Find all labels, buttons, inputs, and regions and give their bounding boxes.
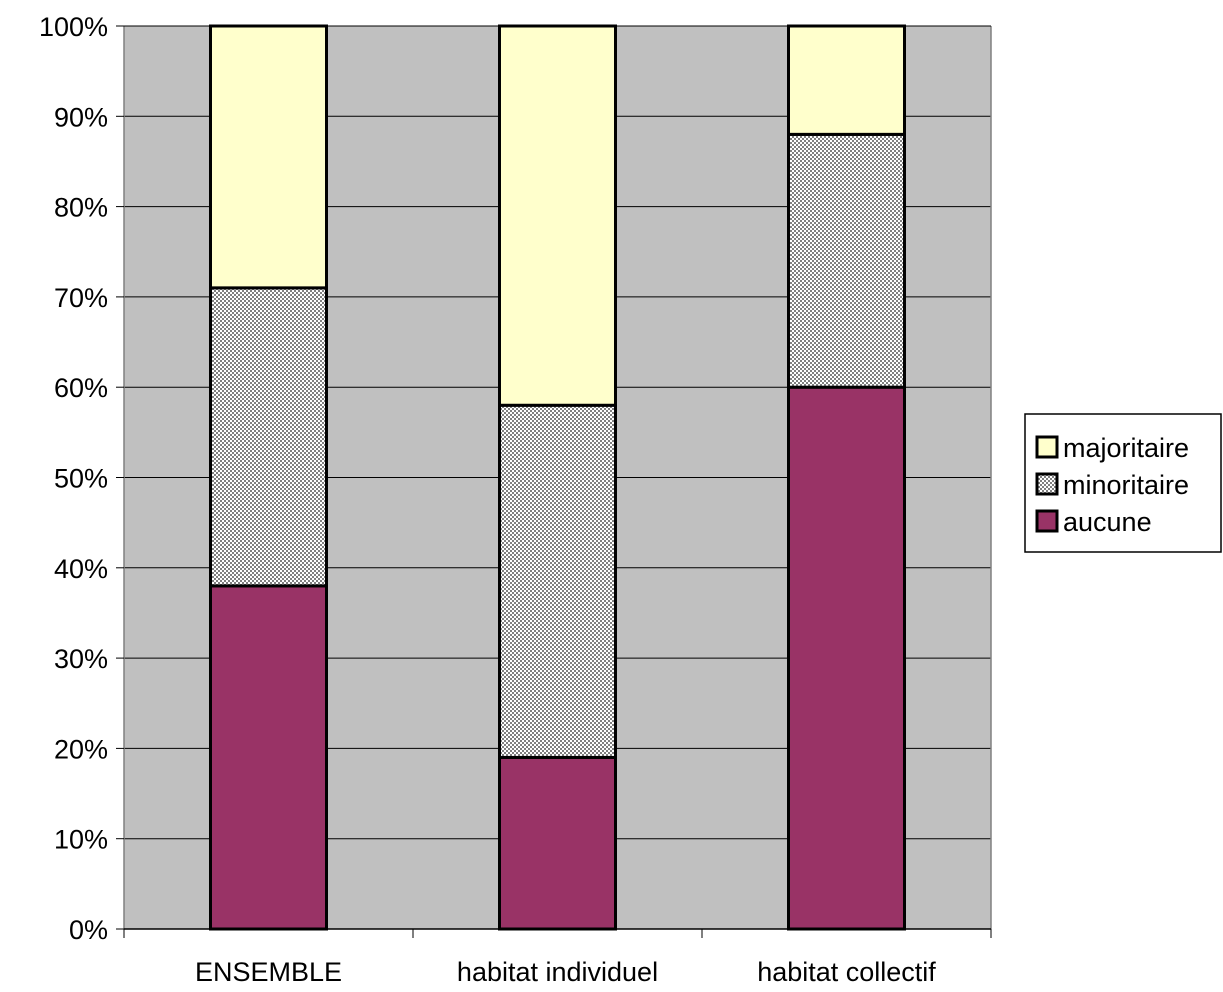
y-tick-label: 100% (39, 12, 108, 42)
legend-swatch (1035, 435, 1059, 459)
bar-segment-minoritaire (209, 286, 328, 588)
bar-segment-majoritaire (787, 24, 906, 136)
axes (116, 25, 992, 938)
bar-segment-minoritaire (787, 132, 906, 389)
bar-segment-aucune (498, 755, 617, 931)
x-tick-label: habitat collectif (757, 957, 936, 987)
legend-label: aucune (1063, 507, 1152, 537)
legend-label: minoritaire (1063, 470, 1189, 500)
legend-swatch (1035, 509, 1059, 533)
bar-segment-aucune (787, 385, 906, 931)
bar-stack-0 (209, 24, 328, 931)
y-tick-label: 10% (54, 825, 108, 855)
legend-item-minoritaire: minoritaire (1035, 470, 1189, 500)
legend: majoritaire minoritaire aucune (1024, 413, 1222, 553)
legend-label: majoritaire (1063, 433, 1189, 463)
y-tick-label: 90% (54, 102, 108, 132)
legend-item-majoritaire: majoritaire (1035, 433, 1189, 463)
y-tick-label: 80% (54, 193, 108, 223)
bar-segment-majoritaire (209, 24, 328, 290)
y-tick-label: 30% (54, 644, 108, 674)
y-tick-label: 0% (69, 915, 108, 945)
y-axis-tick-labels: 0% 10% 20% 30% 40% 50% 60% 70% 80% 90% 100% (39, 12, 108, 945)
bar-segment-majoritaire (498, 24, 617, 407)
y-tick-label: 60% (54, 373, 108, 403)
x-axis-tick-labels: ENSEMBLE habitat individuel habitat collec… (195, 957, 936, 987)
x-tick-label: ENSEMBLE (195, 957, 342, 987)
bar-segment-aucune (209, 584, 328, 931)
y-tick-label: 50% (54, 464, 108, 494)
legend-item-aucune: aucune (1035, 507, 1152, 537)
bar-stack-2 (787, 24, 906, 931)
bars (209, 24, 906, 931)
x-tick-label: habitat individuel (457, 957, 658, 987)
y-tick-label: 40% (54, 554, 108, 584)
legend-swatch (1035, 472, 1059, 496)
y-tick-label: 70% (54, 283, 108, 313)
bar-segment-minoritaire (498, 403, 617, 759)
y-tick-label: 20% (54, 734, 108, 764)
bar-stack-1 (498, 24, 617, 931)
